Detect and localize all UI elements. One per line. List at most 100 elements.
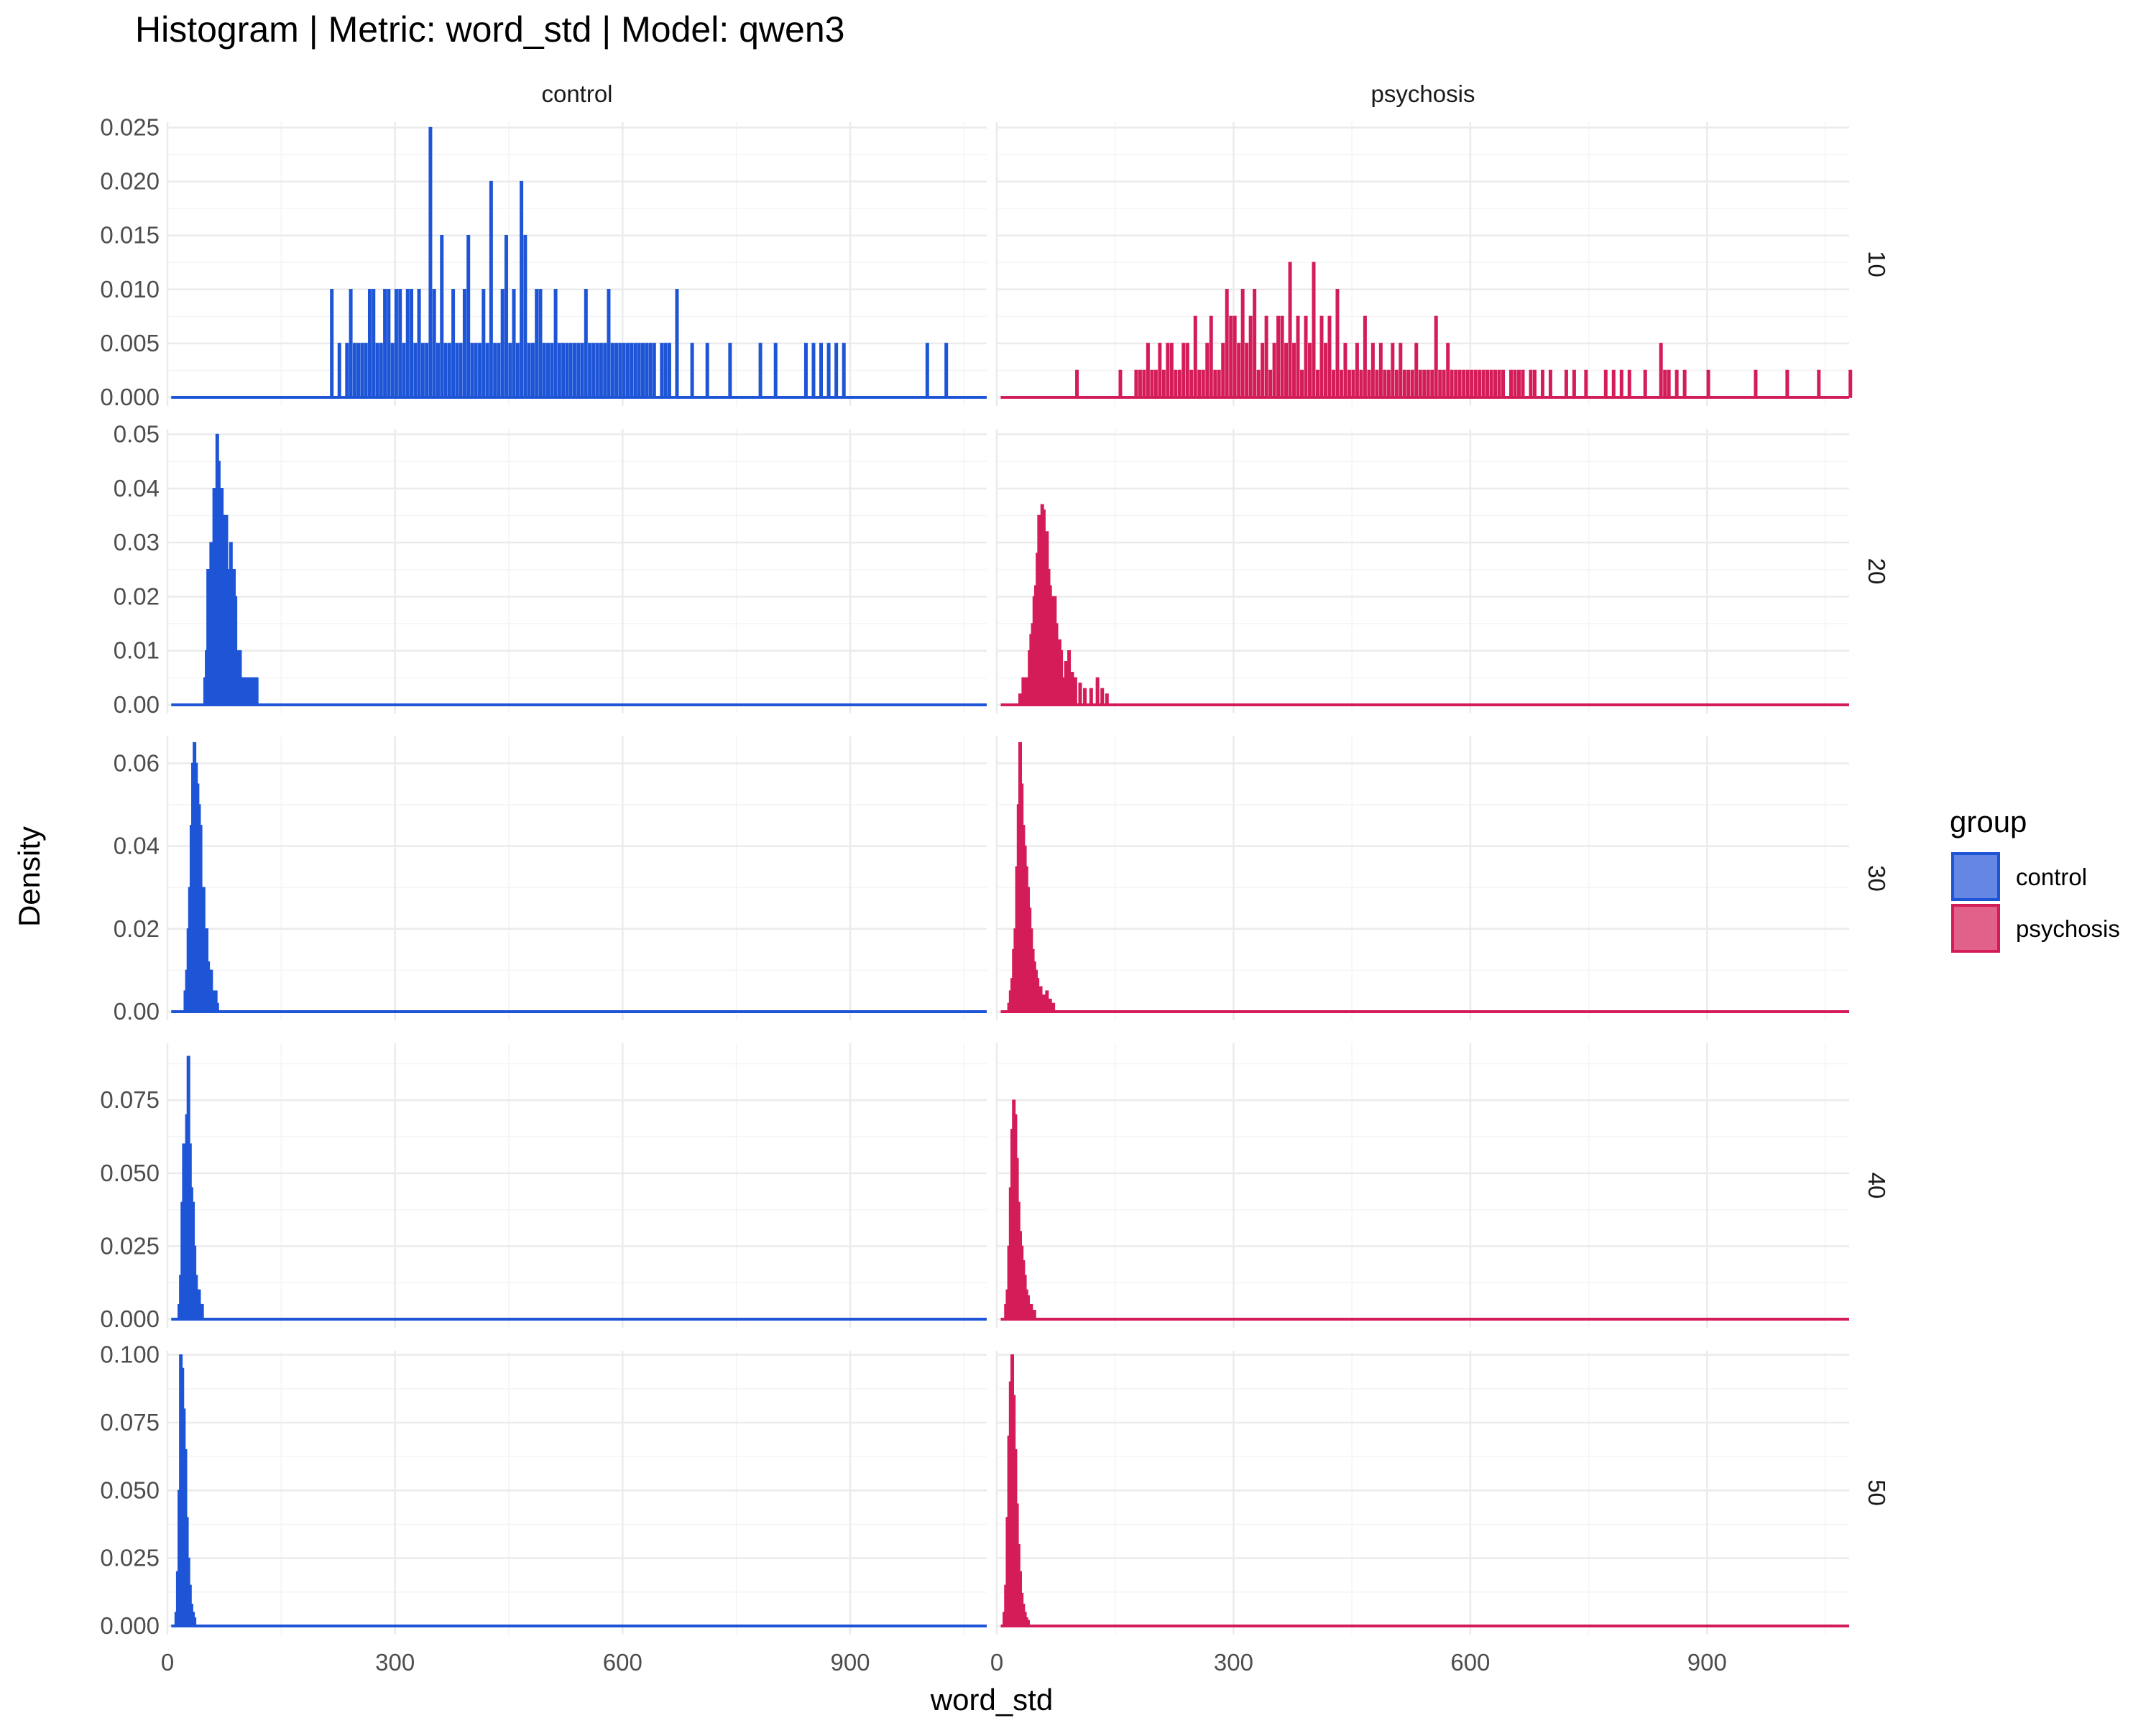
histogram-bar-psychosis [1355, 343, 1359, 398]
histogram-bar-psychosis [1018, 693, 1022, 706]
histogram-bar-psychosis [1146, 343, 1150, 398]
histogram-bar-psychosis [1276, 315, 1281, 398]
histogram-bar-control [607, 289, 611, 398]
histogram-bar-control [428, 126, 433, 398]
panel-psychosis-40 [995, 1043, 1849, 1328]
panel-control-30 [166, 736, 987, 1020]
legend-key-control [1951, 852, 2000, 901]
histogram-bar-psychosis [1327, 315, 1332, 398]
histogram-bar-control [394, 289, 398, 398]
histogram-bar-psychosis [1166, 343, 1170, 398]
histogram-bar-control [663, 343, 668, 398]
histogram-bar-psychosis [1268, 369, 1273, 398]
y-tick-label: 0.050 [100, 1477, 160, 1503]
histogram-bar-psychosis [1089, 688, 1093, 706]
histogram-bar-psychosis [1061, 677, 1065, 706]
histogram-bar-psychosis [1240, 289, 1245, 398]
histogram-bar-control [447, 343, 451, 398]
histogram-bar-psychosis [1213, 369, 1217, 398]
histogram-bar-psychosis [1024, 677, 1028, 706]
histogram-bar-control [588, 343, 592, 398]
histogram-bar-psychosis [1572, 369, 1576, 398]
histogram-bar-control [436, 343, 440, 398]
histogram-bar-control [249, 677, 253, 706]
histogram-bar-psychosis [1473, 369, 1478, 398]
legend-label-control: control [2016, 864, 2087, 890]
y-axis-title: Density [12, 826, 46, 927]
histogram-bar-psychosis [1509, 369, 1514, 398]
y-tick-label: 0.03 [114, 529, 160, 555]
histogram-bar-psychosis [1308, 343, 1312, 398]
histogram-bar-control [417, 289, 421, 398]
histogram-bar-control [546, 343, 550, 398]
histogram-bar-psychosis [1029, 1303, 1033, 1320]
histogram-bar-control [584, 289, 588, 398]
histogram-bar-control [553, 289, 558, 398]
histogram-bar-control [557, 343, 561, 398]
histogram-bar-psychosis [1181, 343, 1186, 398]
x-tick-label: 900 [1687, 1649, 1727, 1676]
histogram-bar-psychosis [1493, 369, 1498, 398]
histogram-bar-control [215, 1002, 219, 1012]
histogram-bar-psychosis [1225, 289, 1229, 398]
chart-title: Histogram | Metric: word_std | Model: qw… [135, 9, 844, 50]
histogram-bar-psychosis [1659, 343, 1663, 398]
y-tick-label: 0.075 [100, 1409, 160, 1436]
histogram-bar-psychosis [1177, 369, 1181, 398]
histogram-bar-control [330, 289, 334, 398]
histogram-bar-psychosis [1450, 369, 1454, 398]
histogram-bar-psychosis [1470, 369, 1474, 398]
y-tick-label: 0.100 [100, 1341, 160, 1368]
histogram-bar-control [625, 343, 630, 398]
strip-label-psychosis: psychosis [1371, 80, 1475, 107]
histogram-bar-psychosis [1261, 343, 1265, 398]
histogram-bar-control [349, 289, 353, 398]
histogram-bar-control [690, 343, 694, 398]
histogram-bar-control [337, 343, 341, 398]
histogram-bar-psychosis [1026, 1295, 1030, 1320]
histogram-bar-psychosis [1513, 369, 1517, 398]
histogram-bar-psychosis [1064, 661, 1068, 706]
histogram-bar-psychosis [1319, 315, 1324, 398]
histogram-bar-psychosis [1465, 369, 1470, 398]
histogram-bar-psychosis [1402, 369, 1406, 398]
histogram-bar-control [252, 677, 256, 706]
strip-label-row-50: 50 [1864, 1479, 1890, 1506]
histogram-bar-control [489, 180, 493, 398]
histogram-bar-control [500, 289, 505, 398]
histogram-bar-psychosis [1229, 315, 1233, 398]
panel-psychosis-10 [995, 122, 1853, 406]
histogram-bar-psychosis [1418, 369, 1422, 398]
histogram-bar-psychosis [1272, 343, 1276, 398]
histogram-bar-control [508, 343, 512, 398]
histogram-bar-control [603, 343, 607, 398]
histogram-bar-control [497, 343, 501, 398]
histogram-bar-control [375, 343, 379, 398]
histogram-bar-psychosis [1438, 369, 1442, 398]
histogram-bar-control [640, 343, 645, 398]
histogram-bar-control [485, 343, 489, 398]
y-tick-label: 0.000 [100, 1612, 160, 1639]
histogram-bar-control [364, 343, 368, 398]
histogram-bar-psychosis [1288, 262, 1292, 398]
histogram-bar-psychosis [1706, 369, 1710, 398]
histogram-bar-control [482, 289, 486, 398]
histogram-bar-psychosis [1221, 343, 1225, 398]
histogram-bar-control [440, 234, 444, 398]
histogram-bar-control [705, 343, 709, 398]
histogram-bar-control [803, 343, 808, 398]
panel-control-20 [166, 429, 987, 713]
histogram-bar-control [834, 343, 839, 398]
histogram-bar-control [405, 289, 410, 398]
histogram-bar-control [372, 289, 376, 398]
histogram-bar-control [466, 234, 471, 398]
histogram-bar-control [193, 1617, 197, 1627]
histogram-bar-psychosis [1169, 343, 1174, 398]
histogram-bar-psychosis [1300, 369, 1304, 398]
strip-label-row-20: 20 [1864, 558, 1890, 585]
histogram-bar-psychosis [1316, 369, 1319, 398]
histogram-bar-psychosis [1323, 343, 1327, 398]
histogram-bar-psychosis [1083, 688, 1087, 706]
histogram-bar-psychosis [1339, 369, 1343, 398]
